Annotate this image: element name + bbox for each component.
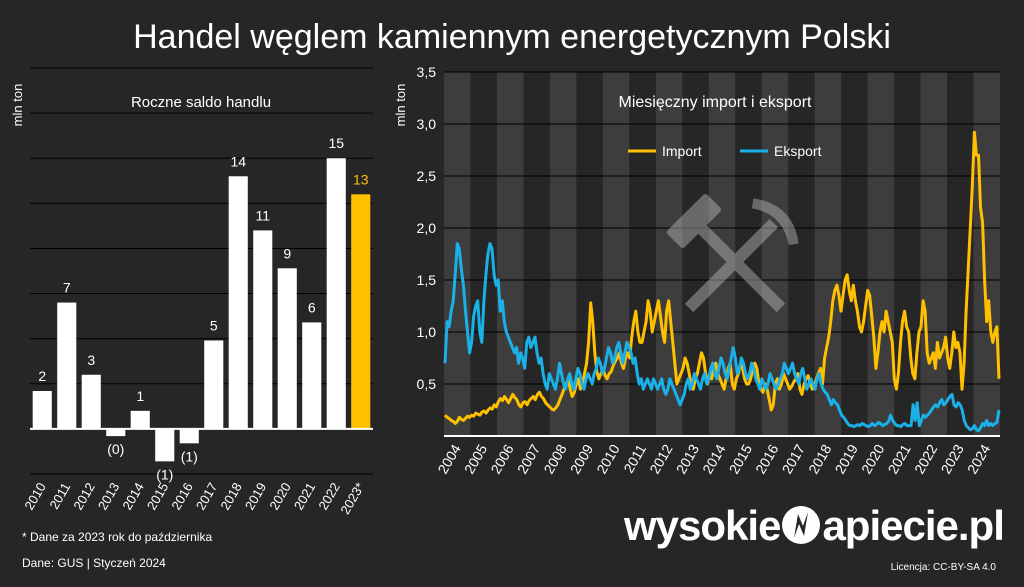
x-tick-label: 2018 — [805, 441, 835, 476]
data-label: 6 — [308, 299, 316, 315]
y-tick-label: 3,5 — [417, 64, 437, 80]
x-tick-label: 2007 — [514, 441, 544, 476]
bar — [277, 268, 297, 429]
brand-text-part2: apiecie.pl — [822, 502, 1004, 549]
x-tick-label: 2021 — [884, 441, 914, 476]
x-tick-label: 2017 — [193, 480, 220, 513]
x-tick-label: 2013 — [673, 441, 703, 476]
data-label: 14 — [230, 153, 246, 169]
data-label: 13 — [353, 171, 369, 187]
data-label: (0) — [107, 441, 124, 457]
year-band — [973, 72, 1000, 436]
year-band — [602, 72, 630, 436]
x-tick-label: 2021 — [291, 480, 318, 513]
footnote: * Dane za 2023 rok do października — [22, 530, 213, 544]
bar — [228, 176, 248, 429]
x-tick-label: 2014 — [699, 441, 729, 476]
monthly-trade-chart: 0,5 1,0 1,5 2,0 2,5 3,0 3,5 mln ton Miesięczny i… — [393, 64, 1001, 476]
x-tick-label: 2012 — [646, 441, 676, 476]
bar — [81, 374, 101, 429]
x-tick-label: 2009 — [567, 441, 597, 476]
x-tick-label: 2023 — [937, 441, 967, 476]
year-band — [496, 72, 524, 436]
bar — [253, 230, 273, 429]
x-tick-label: 2022 — [911, 441, 941, 476]
year-band — [920, 72, 948, 436]
chart-title: Miesięczny import i eksport — [619, 94, 813, 111]
x-tick-label: 2018 — [217, 480, 244, 513]
x-tick-label: 2011 — [620, 441, 649, 475]
x-tick-label: 2016 — [752, 441, 782, 476]
bar — [179, 428, 199, 444]
x-tick-label: 2019 — [832, 441, 862, 476]
y-axis-label: mln ton — [393, 84, 408, 127]
license-note: Licencja: CC-BY-SA 4.0 — [890, 562, 996, 573]
x-tick-label: 2008 — [540, 441, 570, 476]
bar — [351, 194, 371, 429]
data-label: (1) — [181, 448, 198, 464]
x-tick-label: 2024 — [964, 441, 994, 476]
x-tick-label: 2013 — [95, 480, 122, 513]
x-tick-label: 2006 — [487, 441, 517, 476]
bar — [326, 158, 346, 429]
x-tick-label: 2011 — [46, 480, 73, 512]
series-line — [443, 242, 1001, 433]
x-tick-label: 2015 — [144, 480, 171, 513]
year-band — [867, 72, 895, 436]
x-tick-label: 2017 — [779, 441, 809, 476]
legend-label: Import — [662, 143, 702, 159]
x-tick-label: 2012 — [70, 480, 97, 513]
chart-title: Roczne saldo handlu — [131, 94, 271, 111]
x-tick-label: 2020 — [266, 480, 293, 513]
x-tick-label: 2015 — [726, 441, 756, 476]
data-label: 2 — [38, 368, 46, 384]
bar — [130, 410, 150, 429]
x-tick-label: 2020 — [858, 441, 888, 476]
brand-logo: wysokie apiecie.pl — [624, 502, 1005, 550]
legend-label: Eksport — [774, 143, 822, 159]
data-label: 3 — [87, 352, 95, 368]
x-tick-label: 2004 — [434, 441, 464, 476]
data-label: 1 — [136, 388, 144, 404]
data-label: 7 — [63, 280, 71, 296]
y-axis-label: mln ton — [10, 84, 25, 127]
bar — [32, 390, 52, 429]
x-tick-label: 2014 — [119, 480, 146, 513]
data-label: 9 — [283, 245, 291, 261]
year-band — [814, 72, 842, 436]
data-label: (1) — [156, 466, 173, 482]
series-line — [443, 130, 1001, 425]
y-tick-label: 2,0 — [417, 220, 437, 236]
x-tick-label: 2023* — [337, 480, 367, 517]
source-note: Dane: GUS | Styczeń 2024 — [22, 556, 166, 570]
page-title: Handel węglem kamiennym energetycznym Po… — [133, 18, 891, 56]
lightning-n-logo-icon — [782, 506, 821, 544]
bar — [155, 428, 175, 462]
x-tick-label: 2019 — [242, 480, 269, 513]
bar — [204, 340, 224, 429]
y-tick-label: 0,5 — [417, 376, 437, 392]
annual-balance-chart: Roczne saldo handlu mln ton 2 2010 7 2011 3 201… — [10, 67, 373, 517]
hammer-and-pick-icon — [666, 193, 799, 313]
x-tick-label: 2010 — [21, 480, 48, 513]
bar — [302, 322, 322, 429]
year-band — [655, 72, 683, 436]
y-tick-label: 1,5 — [417, 272, 437, 288]
brand-text-part1: wysokie — [624, 502, 781, 549]
y-tick-label: 1,0 — [417, 324, 437, 340]
data-label: 11 — [255, 207, 270, 223]
x-tick-label: 2005 — [461, 441, 491, 476]
y-tick-label: 3,0 — [417, 116, 437, 132]
x-tick-label: 2016 — [168, 480, 195, 513]
data-label: 5 — [210, 317, 218, 333]
bar — [57, 302, 77, 429]
x-tick-label: 2010 — [593, 441, 623, 476]
data-label: 15 — [328, 135, 344, 151]
bar — [106, 428, 126, 437]
y-tick-label: 2,5 — [417, 168, 437, 184]
legend: Import Eksport — [628, 143, 822, 159]
